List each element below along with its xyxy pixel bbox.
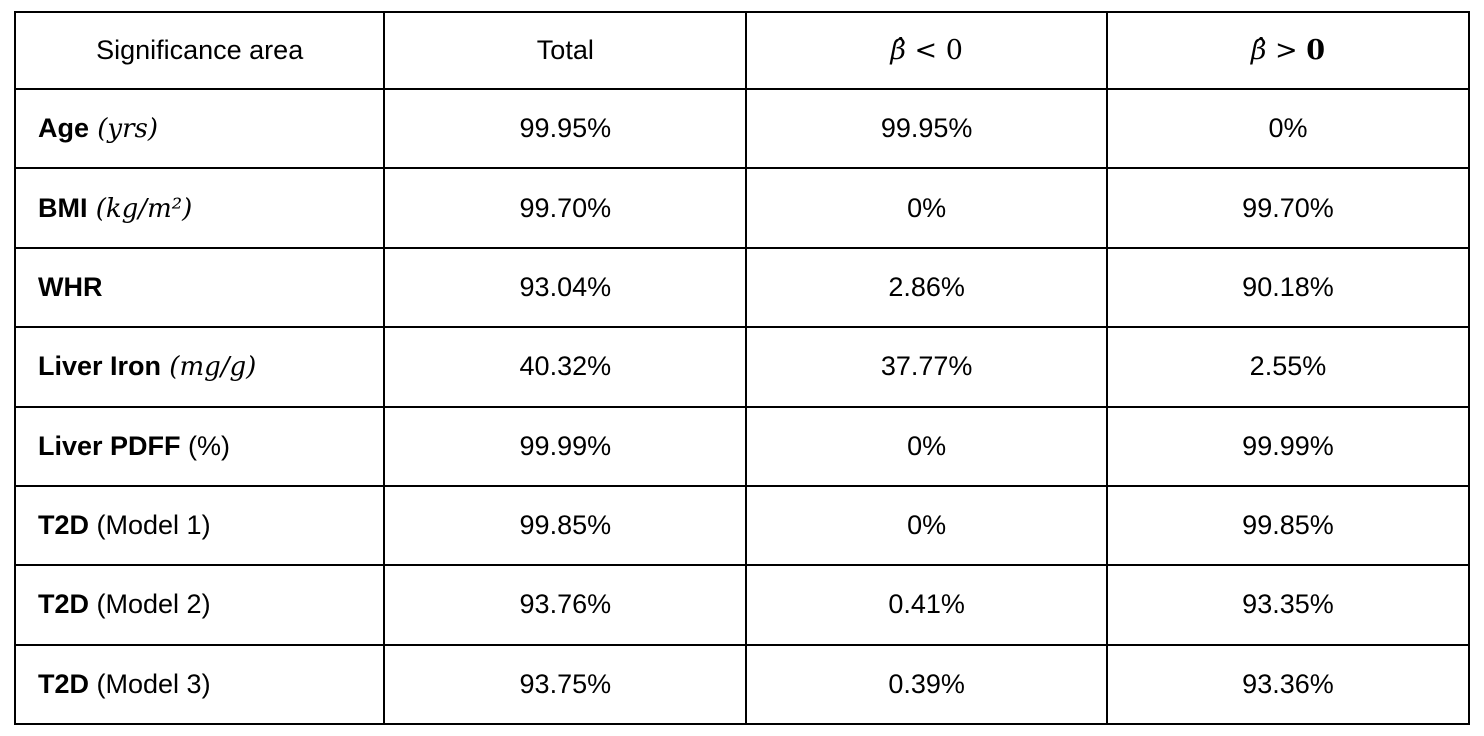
row-label-cell: T2D (Model 1) — [13, 484, 386, 567]
beta-positive-cell: 99.70% — [1105, 167, 1471, 249]
beta-positive-cell: 93.35% — [1105, 564, 1471, 646]
total-cell: 93.04% — [383, 246, 748, 329]
variable-unit: (kg/m²) — [87, 193, 193, 224]
row-label-cell: T2D (Model 3) — [13, 643, 386, 726]
variable-unit: (Model 3) — [89, 668, 211, 699]
variable-name: Liver Iron — [38, 351, 162, 382]
beta-positive-cell: 90.18% — [1105, 246, 1471, 329]
significance-table: Significance area Total β̂ < 0 β̂ > 0 Ag… — [13, 11, 1471, 726]
header-total-label: Total — [536, 35, 594, 65]
row-label-cell: T2D (Model 2) — [13, 564, 386, 646]
table-row: Liver Iron (mg/g) 40.32% 37.77% 2.55% — [13, 326, 1471, 408]
table-row: BMI (kg/m²) 99.70% 0% 99.70% — [13, 167, 1471, 249]
variable-unit: (Model 2) — [89, 589, 211, 620]
beta-positive-zero: 0 — [1306, 35, 1326, 66]
header-beta-positive: β̂ > 0 — [1105, 11, 1471, 90]
total-cell: 99.70% — [383, 167, 748, 249]
beta-negative-cell: 0.39% — [745, 643, 1108, 726]
table-row: T2D (Model 3) 93.75% 0.39% 93.36% — [13, 643, 1471, 726]
total-cell: 99.99% — [383, 405, 748, 487]
beta-negative-cell: 0% — [745, 484, 1108, 567]
table-row: Age (yrs) 99.95% 99.95% 0% — [13, 87, 1471, 170]
beta-hat-greater-than-symbol: β̂ > — [1250, 35, 1307, 66]
beta-negative-cell: 0% — [745, 405, 1108, 487]
row-label-cell: BMI (kg/m²) — [13, 167, 386, 249]
total-cell: 99.95% — [383, 87, 748, 170]
row-label-cell: Liver PDFF (%) — [13, 405, 386, 487]
variable-name: Liver PDFF — [38, 430, 181, 461]
beta-positive-cell: 93.36% — [1105, 643, 1471, 726]
table-row: Liver PDFF (%) 99.99% 0% 99.99% — [13, 405, 1471, 487]
variable-unit: (yrs) — [89, 114, 159, 145]
beta-negative-cell: 37.77% — [745, 326, 1108, 408]
total-cell: 93.76% — [383, 564, 748, 646]
header-total: Total — [383, 11, 748, 90]
total-cell: 93.75% — [383, 643, 748, 726]
variable-unit: (mg/g) — [161, 352, 257, 383]
table-row: WHR 93.04% 2.86% 90.18% — [13, 246, 1471, 329]
variable-unit: (%) — [180, 430, 231, 461]
beta-positive-cell: 2.55% — [1105, 326, 1471, 408]
header-significance-area-label: Significance area — [96, 35, 304, 65]
row-label-cell: WHR — [13, 246, 386, 329]
total-cell: 99.85% — [383, 484, 748, 567]
beta-negative-cell: 0% — [745, 167, 1108, 249]
variable-name: T2D — [38, 589, 90, 620]
row-label-cell: Age (yrs) — [13, 87, 386, 170]
row-label-cell: Liver Iron (mg/g) — [13, 326, 386, 408]
variable-name: T2D — [38, 668, 90, 699]
variable-name: Age — [38, 113, 90, 144]
beta-positive-cell: 99.85% — [1105, 484, 1471, 567]
beta-positive-cell: 99.99% — [1105, 405, 1471, 487]
total-cell: 40.32% — [383, 326, 748, 408]
header-beta-negative: β̂ < 0 — [745, 11, 1108, 90]
beta-positive-cell: 0% — [1105, 87, 1471, 170]
variable-name: WHR — [38, 271, 103, 302]
table-header-row: Significance area Total β̂ < 0 β̂ > 0 — [13, 11, 1471, 90]
header-significance-area: Significance area — [13, 11, 386, 90]
variable-name: T2D — [38, 510, 90, 541]
beta-negative-cell: 2.86% — [745, 246, 1108, 329]
table-row: T2D (Model 2) 93.76% 0.41% 93.35% — [13, 564, 1471, 646]
variable-name: BMI — [38, 192, 88, 223]
beta-hat-less-than-symbol: β̂ < — [890, 35, 946, 66]
table-row: T2D (Model 1) 99.85% 0% 99.85% — [13, 484, 1471, 567]
beta-negative-cell: 0.41% — [745, 564, 1108, 646]
beta-negative-cell: 99.95% — [745, 87, 1108, 170]
variable-unit: (Model 1) — [89, 510, 211, 541]
beta-negative-zero: 0 — [945, 35, 963, 66]
